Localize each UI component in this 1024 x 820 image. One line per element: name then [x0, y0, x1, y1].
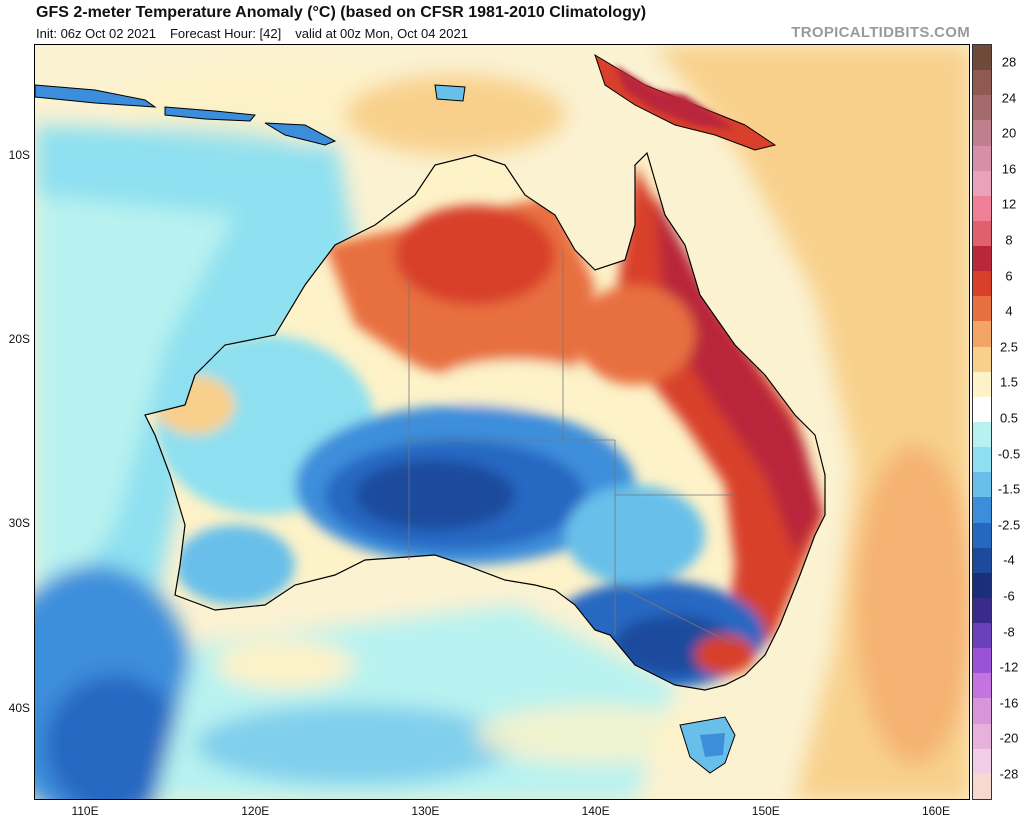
longitude-label: 120E: [241, 804, 270, 818]
colorbar-label: -4: [1003, 552, 1015, 568]
colorbar-segment: [973, 547, 991, 574]
colorbar-segment: [973, 422, 991, 448]
colorbar-segment: [973, 220, 991, 247]
colorbar-label: -2.5: [997, 517, 1021, 533]
colorbar-segment: [973, 246, 991, 272]
colorbar-label: 24: [1001, 90, 1017, 106]
colorbar-label: 16: [1001, 161, 1017, 177]
latitude-label: 40S: [8, 700, 30, 715]
longitude-label: 160E: [921, 804, 950, 818]
longitude-label: 130E: [411, 804, 440, 818]
colorbar-segment: [973, 673, 991, 699]
colorbar-segment: [973, 698, 991, 725]
map-panel: [34, 44, 970, 800]
colorbar-label: 4: [1005, 303, 1013, 319]
colorbar-segment: [973, 271, 991, 297]
colorbar-label: -0.5: [997, 446, 1021, 462]
colorbar-segment: [973, 321, 991, 348]
colorbar-segment: [973, 472, 991, 498]
colorbar-label: -28: [999, 766, 1019, 782]
anomaly-map: [35, 45, 969, 799]
latitude-label: 30S: [8, 516, 30, 531]
colorbar-segment: [973, 447, 991, 473]
indonesia-islands: [35, 84, 466, 146]
colorbar-segment: [973, 522, 991, 549]
colorbar-segment: [973, 120, 991, 147]
latitude-label: 10S: [8, 147, 30, 162]
colorbar: [972, 44, 992, 800]
colorbar-label: 2.5: [999, 339, 1019, 355]
colorbar-segment: [973, 145, 991, 172]
colorbar-segment: [973, 723, 991, 750]
latitude-label: 20S: [8, 332, 30, 347]
colorbar-label: -6: [1003, 588, 1015, 604]
forecast-hour: Forecast Hour: [42]: [169, 26, 282, 41]
ocean-anomaly-field: [35, 45, 969, 799]
colorbar-label: 1.5: [999, 374, 1019, 390]
colorbar-segment: [973, 597, 991, 624]
colorbar-segment: [973, 396, 991, 423]
colorbar-label: 8: [1005, 232, 1013, 248]
colorbar-segment: [973, 648, 991, 674]
colorbar-label: 28: [1001, 54, 1017, 70]
state-borders: [408, 250, 736, 646]
colorbar-segment: [973, 70, 991, 96]
australia-coastline: [144, 151, 826, 691]
colorbar-label: -1.5: [997, 481, 1021, 497]
colorbar-segment: [973, 371, 991, 398]
colorbar-segment: [973, 95, 991, 121]
colorbar-segment: [973, 296, 991, 322]
tasmania: [679, 716, 736, 774]
colorbar-label: 6: [1005, 268, 1013, 284]
longitude-label: 140E: [581, 804, 610, 818]
colorbar-label: 20: [1001, 125, 1017, 141]
colorbar-label: -16: [999, 695, 1019, 711]
colorbar-segment: [973, 773, 991, 800]
valid-time: valid at 00z Mon, Oct 04 2021: [295, 26, 468, 41]
colorbar-segment: [973, 45, 991, 71]
colorbar-segment: [973, 623, 991, 649]
colorbar-label: -8: [1003, 624, 1015, 640]
colorbar-segment: [973, 497, 991, 524]
colorbar-segment: [973, 572, 991, 599]
colorbar-label: -20: [999, 730, 1019, 746]
longitude-label: 150E: [751, 804, 780, 818]
init-time: Init: 06z Oct 02 2021: [36, 26, 156, 41]
colorbar-segment: [973, 195, 991, 222]
colorbar-label: -12: [999, 659, 1019, 675]
chart-title: GFS 2-meter Temperature Anomaly (°C) (ba…: [36, 4, 647, 21]
chart-subtitle: Init: 06z Oct 02 2021 Forecast Hour: [42]…: [36, 26, 482, 41]
colorbar-segment: [973, 170, 991, 197]
colorbar-label: 12: [1001, 196, 1017, 212]
new-guinea: [594, 53, 777, 151]
site-watermark: TROPICALTIDBITS.COM: [791, 24, 970, 41]
longitude-label: 110E: [71, 804, 99, 818]
colorbar-label: 0.5: [999, 410, 1019, 426]
colorbar-segment: [973, 346, 991, 373]
colorbar-segment: [973, 748, 991, 775]
